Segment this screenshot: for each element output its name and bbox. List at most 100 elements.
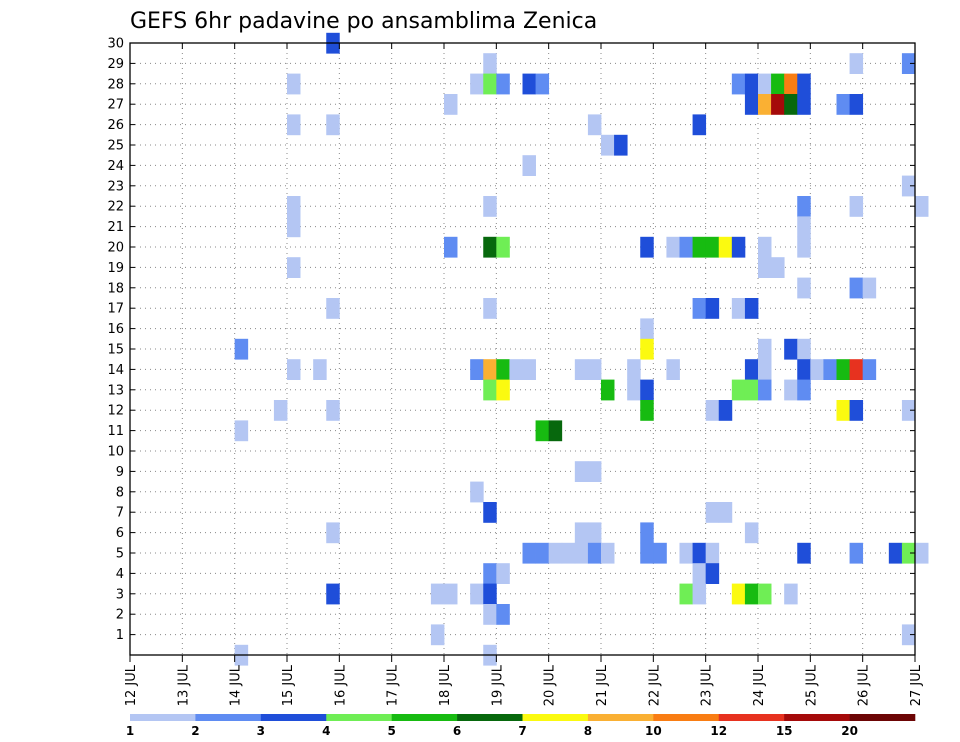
precip-cell bbox=[797, 196, 811, 217]
precip-cell bbox=[470, 73, 484, 95]
precip-cell bbox=[444, 94, 458, 115]
precip-cell bbox=[849, 542, 864, 564]
precip-cell bbox=[692, 542, 707, 564]
precip-cell bbox=[653, 542, 667, 564]
precip-cell bbox=[522, 73, 536, 95]
precip-cell bbox=[640, 236, 654, 258]
precip-cell bbox=[705, 542, 720, 564]
precip-cell bbox=[666, 236, 680, 258]
precip-cell bbox=[836, 359, 850, 380]
precip-cell bbox=[849, 400, 864, 421]
precip-cell bbox=[692, 563, 707, 584]
x-tick-label: 22 JUL bbox=[647, 664, 662, 706]
legend-swatch bbox=[457, 714, 523, 721]
precip-cell bbox=[901, 624, 916, 646]
legend-label: 5 bbox=[387, 724, 395, 738]
precip-cell bbox=[561, 542, 576, 564]
y-tick-label: 9 bbox=[116, 465, 124, 480]
precip-cell bbox=[313, 359, 327, 380]
precip-cell bbox=[483, 236, 497, 258]
precip-cell bbox=[862, 359, 877, 380]
y-tick-label: 16 bbox=[107, 322, 124, 337]
x-tick-label: 19 JUL bbox=[490, 664, 505, 706]
y-tick-label: 22 bbox=[107, 200, 124, 215]
y-tick-label: 29 bbox=[107, 57, 124, 72]
x-tick-label: 14 JUL bbox=[229, 664, 244, 706]
precip-cell bbox=[797, 94, 811, 115]
precip-cell bbox=[574, 461, 589, 482]
y-tick-label: 17 bbox=[107, 302, 124, 317]
precip-cell bbox=[587, 114, 602, 136]
precip-cell bbox=[849, 359, 864, 380]
precip-cell bbox=[836, 94, 850, 115]
precip-cell bbox=[496, 73, 510, 95]
y-axis: 1234567891011121314151617181920212223242… bbox=[107, 37, 915, 643]
precip-cell bbox=[744, 94, 759, 115]
precip-cell bbox=[758, 94, 772, 115]
y-tick-label: 24 bbox=[107, 159, 124, 174]
precip-cell bbox=[705, 400, 720, 421]
precip-cell bbox=[823, 359, 837, 380]
precip-cell bbox=[836, 400, 850, 421]
legend-label: 7 bbox=[518, 724, 526, 738]
x-tick-label: 12 JUL bbox=[124, 664, 139, 706]
y-tick-label: 20 bbox=[107, 241, 124, 256]
precip-cell bbox=[483, 379, 497, 401]
precip-cell bbox=[797, 73, 811, 95]
precip-cell bbox=[784, 94, 798, 115]
precip-cell bbox=[326, 114, 340, 136]
precip-cell bbox=[797, 277, 811, 299]
precip-cell bbox=[849, 277, 864, 299]
precip-cell bbox=[888, 542, 903, 564]
y-tick-label: 7 bbox=[116, 506, 124, 521]
precip-cell bbox=[862, 277, 877, 299]
precip-cell bbox=[810, 359, 824, 380]
precip-cell bbox=[483, 359, 497, 380]
precip-cell bbox=[758, 73, 772, 95]
legend-label: 12 bbox=[710, 724, 727, 738]
precip-cell bbox=[496, 379, 510, 401]
precip-cell bbox=[784, 379, 798, 401]
y-tick-label: 3 bbox=[116, 587, 124, 602]
legend-swatch bbox=[849, 714, 916, 721]
precip-cell bbox=[692, 114, 707, 136]
legend-swatch bbox=[718, 714, 785, 721]
precip-cell bbox=[901, 400, 916, 421]
precip-cell bbox=[640, 400, 654, 421]
precip-cell bbox=[692, 583, 707, 605]
legend: 1 2 3 4 5 6 7 8 10 12 15 20 bbox=[126, 714, 916, 738]
precip-cell bbox=[535, 420, 550, 442]
precip-cell bbox=[718, 400, 733, 421]
x-tick-label: 13 JUL bbox=[176, 664, 191, 706]
precip-cell bbox=[705, 298, 720, 319]
precip-cell bbox=[771, 73, 785, 95]
precip-cell bbox=[797, 236, 811, 258]
precip-cell bbox=[679, 583, 693, 605]
legend-swatch bbox=[391, 714, 458, 721]
y-tick-label: 28 bbox=[107, 77, 124, 92]
legend-label: 10 bbox=[645, 724, 662, 738]
precip-cell bbox=[705, 563, 720, 584]
precip-cell bbox=[234, 338, 249, 360]
precip-cell bbox=[758, 583, 772, 605]
precip-cell bbox=[744, 379, 759, 401]
legend-swatch bbox=[326, 714, 392, 721]
y-tick-label: 1 bbox=[116, 628, 124, 643]
x-tick-label: 25 JUL bbox=[804, 664, 819, 706]
legend-swatch bbox=[130, 714, 196, 721]
y-tick-label: 5 bbox=[116, 547, 124, 562]
y-tick-label: 27 bbox=[107, 98, 124, 113]
x-tick-label: 20 JUL bbox=[543, 664, 558, 706]
y-tick-label: 19 bbox=[107, 261, 124, 276]
precip-cell bbox=[587, 542, 602, 564]
precip-cell bbox=[640, 379, 654, 401]
precip-cell bbox=[731, 73, 746, 95]
precip-cell bbox=[430, 624, 445, 646]
precip-cell bbox=[744, 522, 759, 544]
y-tick-label: 6 bbox=[116, 526, 124, 541]
precip-cell bbox=[601, 542, 615, 564]
legend-swatch bbox=[653, 714, 720, 721]
precip-cell bbox=[287, 196, 301, 217]
precip-cell bbox=[470, 359, 484, 380]
